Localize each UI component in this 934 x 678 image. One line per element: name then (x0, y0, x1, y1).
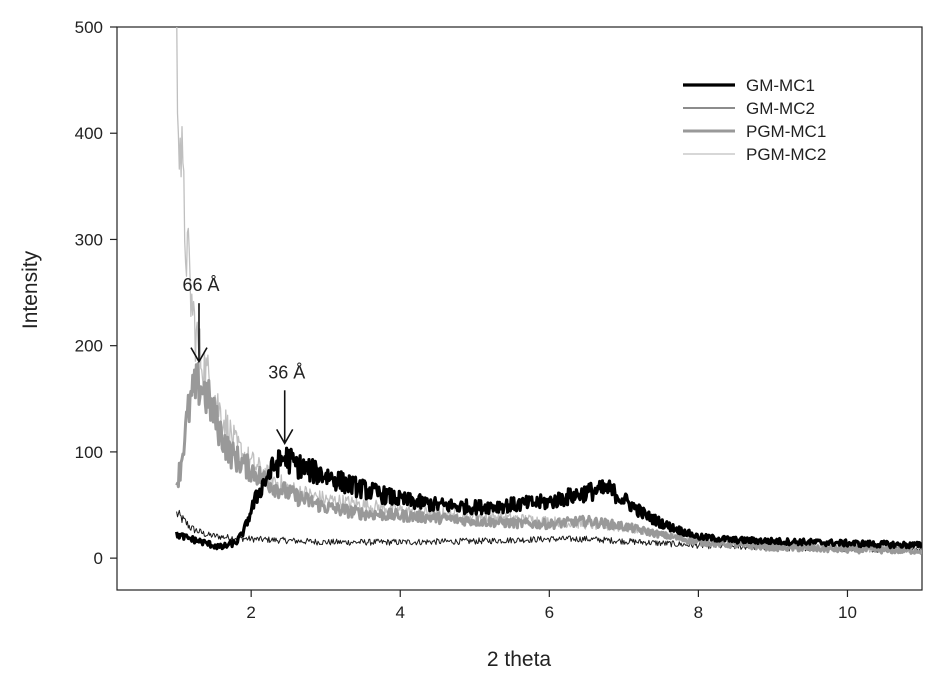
series-line-gm-mc1 (175, 446, 922, 551)
x-tick-label: 10 (838, 603, 857, 622)
y-tick-label: 0 (94, 549, 103, 568)
annotation-layer: 66 Å 36 Å (182, 275, 305, 446)
y-tick-label: 400 (75, 124, 103, 143)
y-axis-ticks: 0 100 200 300 400 500 (75, 18, 117, 568)
annotation-arrow-head (276, 429, 294, 446)
legend-label: GM-MC2 (746, 99, 815, 118)
series-layer (175, 27, 922, 555)
legend-label: GM-MC1 (746, 76, 815, 95)
y-tick-label: 300 (75, 230, 103, 249)
y-tick-label: 500 (75, 18, 103, 37)
legend-label: PGM-MC1 (746, 122, 826, 141)
x-tick-label: 6 (545, 603, 554, 622)
annotation-label: 36 Å (268, 362, 305, 382)
x-axis-ticks: 2 4 6 8 10 (246, 590, 857, 622)
series-line-pgm-mc1 (175, 362, 922, 555)
y-tick-label: 100 (75, 443, 103, 462)
x-tick-label: 4 (396, 603, 405, 622)
x-tick-label: 8 (694, 603, 703, 622)
legend: GM-MC1 GM-MC2 PGM-MC1 PGM-MC2 (683, 76, 826, 164)
plot-frame (116, 26, 923, 591)
legend-label: PGM-MC2 (746, 145, 826, 164)
x-axis-title: 2 theta (487, 648, 552, 671)
y-axis-title: Intensity (19, 250, 42, 329)
annotation-arrow-head (190, 347, 208, 364)
x-tick-label: 2 (246, 603, 255, 622)
annotation-label: 66 Å (182, 275, 219, 295)
y-tick-label: 200 (75, 337, 103, 356)
